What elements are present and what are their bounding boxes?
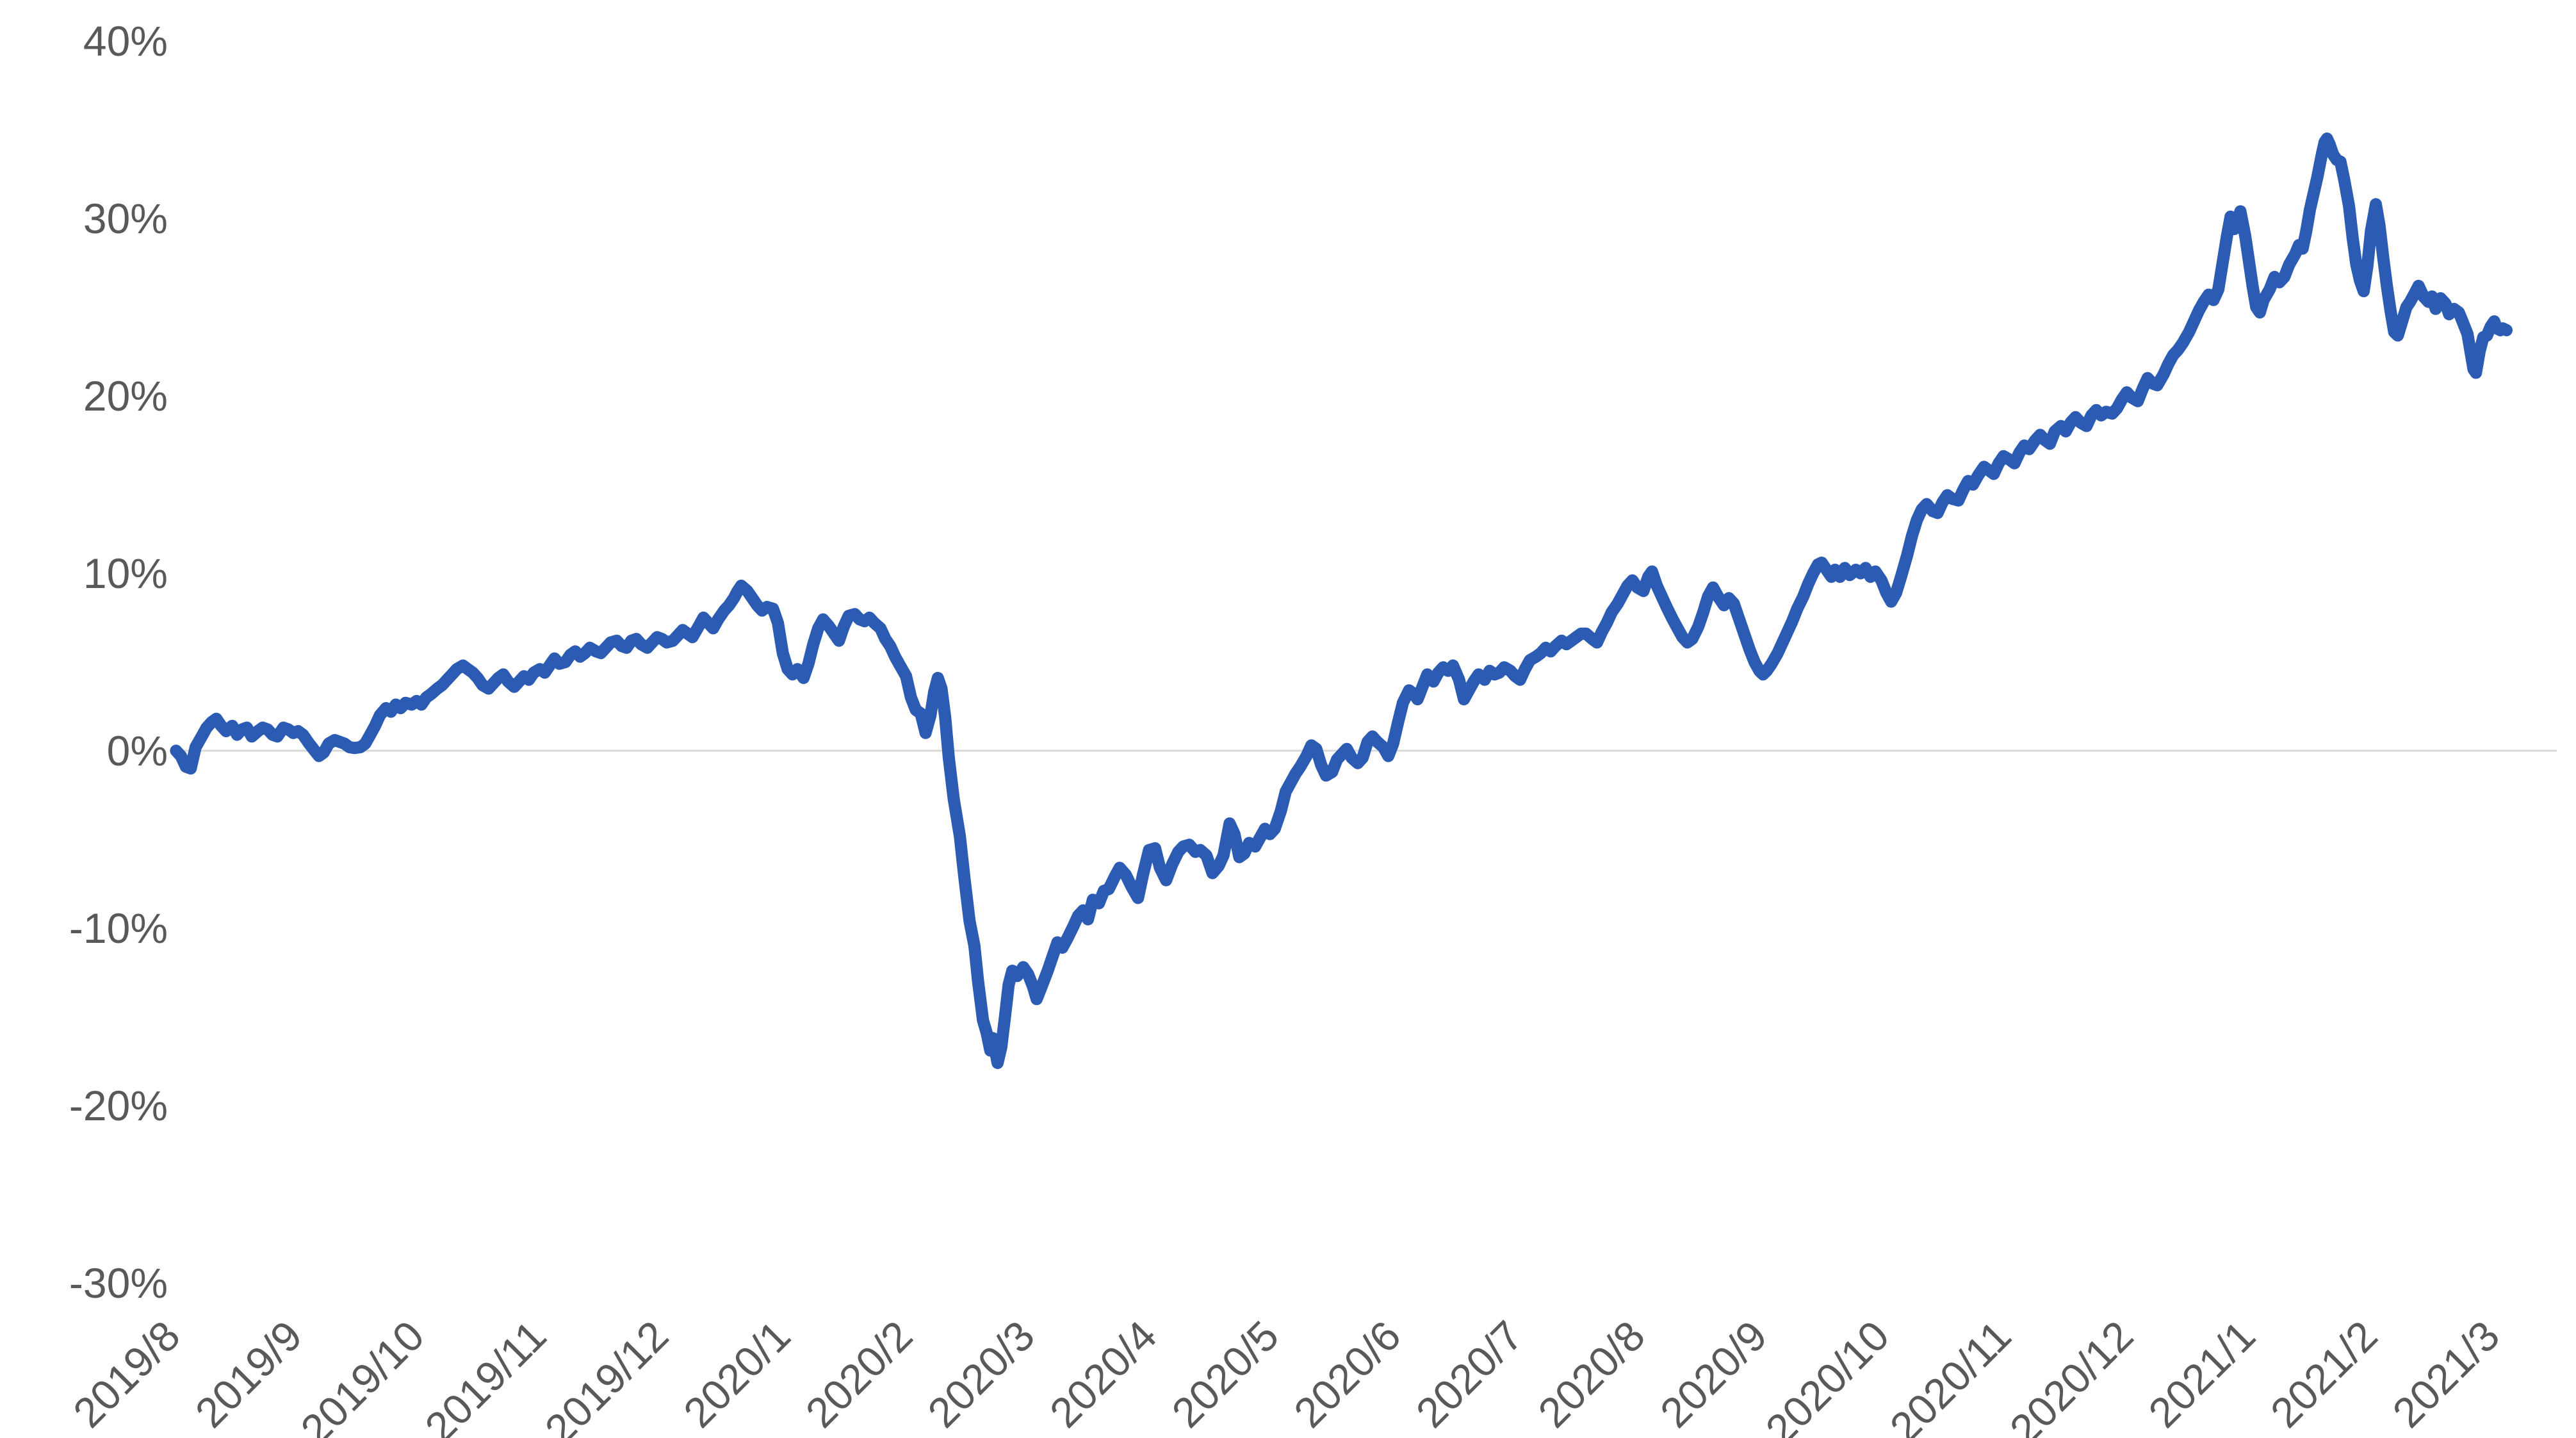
y-axis-label: -10%: [69, 904, 168, 952]
series-line: [170, 132, 2513, 1069]
y-axis-label: 10%: [83, 550, 168, 597]
y-axis-label: -20%: [69, 1082, 168, 1129]
y-axis-label: 30%: [83, 195, 168, 242]
y-axis-label: 0%: [107, 727, 168, 774]
y-axis-label: 20%: [83, 372, 168, 420]
y-axis-label: -30%: [69, 1259, 168, 1307]
y-axis-label: 40%: [83, 17, 168, 65]
